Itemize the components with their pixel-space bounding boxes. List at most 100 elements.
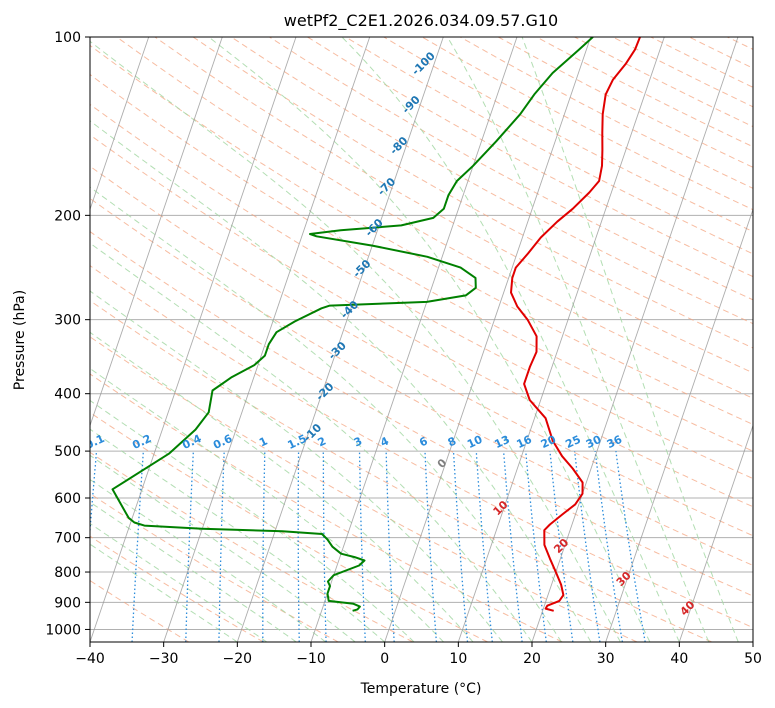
- moist-adiabat: [90, 290, 503, 642]
- mixing-ratio-label: 30: [584, 433, 604, 451]
- x-tick-label: 0: [380, 651, 389, 667]
- x-tick-label: 10: [449, 651, 467, 667]
- dry-adiabat: [307, 37, 753, 278]
- moist-adiabat: [90, 543, 238, 642]
- dry-adiabat: [230, 37, 753, 325]
- mixing-ratio-line: [475, 451, 493, 642]
- mixing-ratio-label: 13: [492, 433, 511, 451]
- y-tick-label: 800: [54, 565, 81, 581]
- moist-adiabat-label: -60: [363, 216, 386, 239]
- moist-adiabats: [90, 37, 739, 642]
- isotherms: [90, 37, 753, 642]
- mixing-ratio-label: 1: [257, 434, 269, 449]
- moist-adiabat: [208, 37, 651, 642]
- moist-adiabat: [90, 522, 268, 642]
- moist-adiabat: [90, 186, 562, 642]
- x-tick-label: 40: [670, 651, 688, 667]
- mixing-ratio-label: 6: [417, 434, 430, 449]
- dry-adiabat: [90, 165, 753, 537]
- isotherm: [384, 37, 592, 642]
- x-tick-label: −10: [296, 651, 326, 667]
- x-tick-label: 50: [744, 651, 762, 667]
- y-tick-label: 900: [54, 595, 81, 611]
- mixing-ratio-line: [502, 451, 523, 642]
- dry-adiabat: [154, 37, 753, 374]
- x-tick-label: −40: [75, 651, 105, 667]
- mixing-ratio-label: 0.4: [180, 432, 203, 452]
- y-tick-label: 200: [54, 208, 81, 224]
- dry-adiabat: [90, 265, 753, 629]
- y-tick-label: 700: [54, 531, 81, 547]
- moist-adiabat: [90, 331, 474, 642]
- mixing-ratio-lines: [90, 451, 646, 642]
- dry-adiabat: [90, 230, 753, 597]
- moist-adiabat: [90, 367, 444, 642]
- mixing-ratio-line: [297, 451, 300, 642]
- moist-adiabat-label: -50: [350, 257, 373, 280]
- mixing-ratio-label: 0.1: [83, 432, 106, 452]
- x-tick-label: −20: [223, 651, 253, 667]
- mixing-ratio-label: 0.6: [211, 432, 234, 452]
- dry-adiabat: [574, 37, 753, 128]
- mixing-ratio-line: [615, 451, 646, 642]
- moist-adiabat: [90, 120, 592, 642]
- mixing-ratio-label: 20: [539, 433, 559, 451]
- background-line-labels: 0.1 0.2 0.4 0.6 1 1.5 2 3 4 6 8 10 13 16 20 25 30 36-100-…: [83, 49, 698, 618]
- isotherm: [605, 207, 753, 642]
- y-axis-label: Pressure (hPa): [12, 290, 28, 390]
- isotherm: [752, 640, 753, 642]
- moist-adiabat-label: -100: [409, 49, 438, 78]
- moist-adiabat: [90, 428, 386, 642]
- mixing-ratio-label: 25: [563, 433, 582, 451]
- dry-adiabats: [90, 37, 753, 642]
- dry-adiabat: [90, 373, 563, 642]
- moist-adiabat: [446, 37, 710, 642]
- moist-adiabat: [90, 40, 621, 642]
- dry-adiabat: [90, 535, 264, 642]
- moist-adiabat: [90, 399, 415, 642]
- dry-adiabat: [90, 300, 712, 642]
- isotherm-label: 20: [551, 536, 571, 556]
- moist-adiabat: [90, 478, 327, 642]
- profile-series: [111, 37, 641, 612]
- dry-adiabat: [116, 37, 753, 399]
- dry-adiabat: [269, 37, 753, 301]
- dewpoint-line: [111, 37, 594, 612]
- mixing-ratio-label: 36: [605, 433, 625, 451]
- mixing-ratio-line: [385, 451, 395, 642]
- isotherm: [678, 424, 753, 642]
- isotherm: [457, 37, 665, 642]
- isotherm-label: 40: [678, 598, 698, 618]
- dry-adiabat: [90, 44, 753, 425]
- mixing-ratio-label: 0.2: [130, 432, 153, 452]
- isotherm: [90, 37, 150, 211]
- moist-adiabat-label: -90: [400, 93, 423, 116]
- moist-adiabat: [90, 501, 297, 642]
- dry-adiabat: [90, 411, 488, 642]
- dry-adiabat: [383, 37, 753, 233]
- x-axis-label: Temperature (°C): [360, 681, 482, 697]
- mixing-ratio-label: 4: [378, 434, 391, 449]
- y-axis-ticks: 100 200 300 400 500 600 700 800 900 1000: [45, 30, 90, 638]
- mixing-ratio-line: [262, 451, 266, 642]
- temperature-line: [510, 37, 641, 612]
- chart-title: wetPf2_C2E1.2026.034.09.57.G10: [284, 11, 558, 31]
- mixing-ratio-line: [452, 451, 469, 642]
- mixing-ratio-label: 10: [465, 433, 485, 451]
- moist-adiabat: [90, 454, 356, 642]
- isotherm: [90, 37, 223, 427]
- isotherm: [90, 37, 297, 642]
- pressure-gridlines: [90, 37, 753, 630]
- x-tick-label: −30: [149, 651, 179, 667]
- mixing-ratio-line: [185, 451, 195, 642]
- mixing-ratio-label: 16: [515, 433, 535, 451]
- mixing-ratio-label: 3: [352, 434, 364, 449]
- mixing-ratio-line: [322, 451, 327, 642]
- dry-adiabat: [536, 37, 753, 148]
- dry-adiabat: [90, 73, 753, 452]
- moist-adiabat-label: -80: [387, 134, 410, 157]
- dry-adiabat: [90, 492, 339, 642]
- y-tick-label: 100: [54, 30, 81, 46]
- isotherm: [531, 37, 739, 642]
